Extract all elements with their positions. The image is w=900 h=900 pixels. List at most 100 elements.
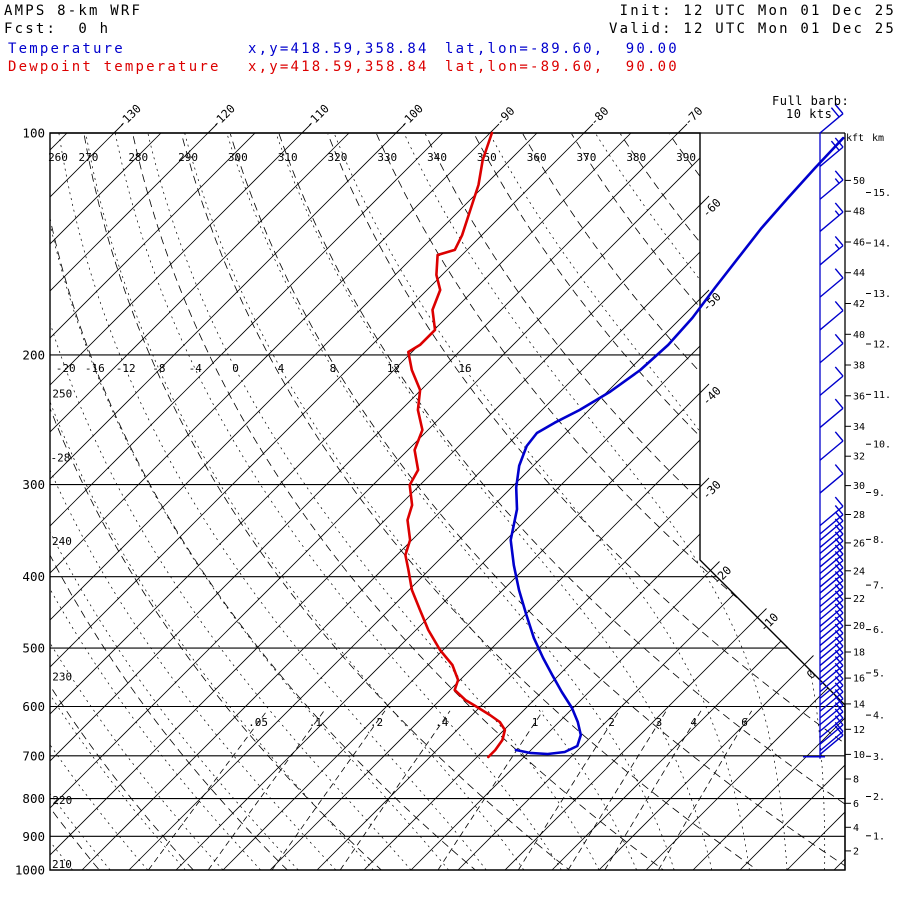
svg-text:3.: 3.: [873, 752, 885, 763]
barb-legend-line2: 10 kts: [786, 107, 833, 121]
svg-text:-80: -80: [587, 104, 612, 129]
svg-text:6.: 6.: [873, 625, 885, 636]
svg-text:34: 34: [853, 422, 865, 433]
svg-text:22: 22: [853, 594, 865, 605]
svg-text:340: 340: [427, 151, 447, 164]
svg-text:1: 1: [532, 716, 539, 729]
svg-text:310: 310: [278, 151, 298, 164]
temperature-xy: x,y=418.59,358.84: [248, 41, 429, 57]
plot-border: [49, 132, 846, 871]
svg-text:8.: 8.: [873, 535, 885, 546]
svg-text:6: 6: [741, 716, 748, 729]
svg-text:.05: .05: [248, 716, 268, 729]
svg-text:kft: kft: [846, 133, 864, 144]
svg-text:260: 260: [48, 151, 68, 164]
svg-text:4: 4: [278, 362, 285, 375]
svg-text:320: 320: [328, 151, 348, 164]
svg-text:42: 42: [853, 299, 865, 310]
svg-text:600: 600: [22, 699, 45, 714]
svg-text:7.: 7.: [873, 581, 885, 592]
dewpoint-latlon: lat,lon=-89.60, 90.00: [445, 59, 679, 75]
svg-text:8: 8: [853, 775, 859, 786]
mixing-ratio-lines: [148, 710, 753, 870]
svg-text:-90: -90: [493, 104, 518, 129]
svg-text:370: 370: [577, 151, 597, 164]
svg-text:12: 12: [387, 362, 400, 375]
svg-text:16: 16: [458, 362, 471, 375]
svg-text:-16: -16: [85, 362, 105, 375]
svg-text:38: 38: [853, 361, 865, 372]
svg-text:-20: -20: [56, 362, 76, 375]
svg-text:-120: -120: [208, 101, 238, 131]
svg-text:4.: 4.: [873, 711, 885, 722]
svg-text:-8: -8: [152, 362, 165, 375]
svg-text:330: 330: [377, 151, 397, 164]
svg-text:-60: -60: [699, 195, 724, 220]
svg-text:-30: -30: [699, 477, 724, 502]
svg-text:8: 8: [330, 362, 337, 375]
temperature-legend-label: Temperature: [8, 41, 125, 57]
dewpoint-legend-label: Dewpoint temperature: [8, 59, 221, 75]
svg-text:44: 44: [853, 268, 865, 279]
barb-legend-line1: Full barb:: [772, 94, 850, 108]
svg-text:26: 26: [853, 538, 865, 549]
pressure-gridlines: [50, 354, 845, 870]
svg-text:36: 36: [853, 391, 865, 402]
background-grid: [50, 133, 845, 870]
svg-text:230: 230: [52, 670, 72, 683]
svg-text:100: 100: [22, 126, 45, 141]
svg-text:200: 200: [22, 347, 45, 362]
svg-text:4: 4: [690, 716, 697, 729]
svg-text:km: km: [872, 133, 884, 144]
init-time: Init: 12 UTC Mon 01 Dec 25: [619, 3, 896, 19]
svg-text:500: 500: [22, 641, 45, 656]
svg-text:270: 270: [79, 151, 99, 164]
svg-text:4: 4: [853, 823, 859, 834]
svg-text:380: 380: [626, 151, 646, 164]
svg-text:0: 0: [232, 362, 239, 375]
svg-text:18: 18: [853, 647, 865, 658]
svg-text:-130: -130: [114, 101, 144, 131]
dewpoint-xy: x,y=418.59,358.84: [248, 59, 429, 75]
svg-text:32: 32: [853, 452, 865, 463]
svg-text:220: 220: [52, 794, 72, 807]
svg-text:40: 40: [853, 330, 865, 341]
height-axis: kft km24681012141618202224262830323436384…: [844, 133, 891, 870]
svg-text:700: 700: [22, 748, 45, 763]
svg-text:800: 800: [22, 791, 45, 806]
svg-text:13.: 13.: [873, 289, 891, 300]
svg-text:12.: 12.: [873, 339, 891, 350]
forecast-hour: Fcst: 0 h: [4, 21, 111, 37]
svg-text:16: 16: [853, 674, 865, 685]
svg-text:2.: 2.: [873, 792, 885, 803]
temperature-curve: [509, 136, 845, 756]
svg-text:0: 0: [804, 667, 819, 682]
svg-text:-20: -20: [710, 563, 735, 588]
svg-text:6: 6: [853, 799, 859, 810]
dewpoint-curve: [404, 131, 507, 759]
svg-text:46: 46: [853, 237, 865, 248]
svg-text:210: 210: [52, 858, 72, 871]
svg-text:.1: .1: [309, 716, 322, 729]
svg-text:300: 300: [22, 477, 45, 492]
svg-text:1000: 1000: [15, 863, 45, 878]
svg-text:48: 48: [853, 207, 865, 218]
svg-text:14.: 14.: [873, 239, 891, 250]
dry-adiabats: [50, 133, 845, 870]
svg-text:350: 350: [477, 151, 497, 164]
svg-text:-28: -28: [50, 451, 70, 464]
svg-text:360: 360: [527, 151, 547, 164]
wind-barbs: [803, 104, 844, 759]
svg-text:-12: -12: [116, 362, 136, 375]
svg-text:-40: -40: [699, 383, 724, 408]
svg-text:900: 900: [22, 829, 45, 844]
svg-text:20: 20: [853, 621, 865, 632]
svg-text:.2: .2: [370, 716, 383, 729]
svg-text:5.: 5.: [873, 668, 885, 679]
moist-adiabats: [50, 133, 845, 870]
svg-text:280: 280: [128, 151, 148, 164]
svg-text:2: 2: [608, 716, 615, 729]
